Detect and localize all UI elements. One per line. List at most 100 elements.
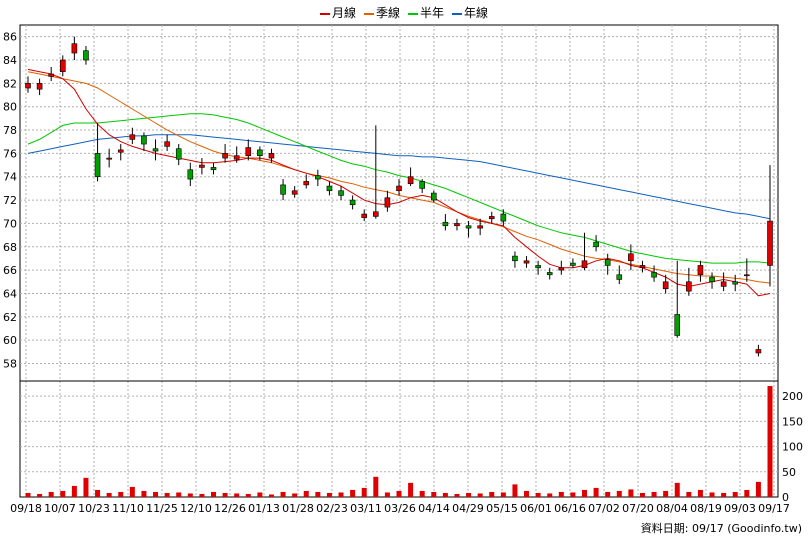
volume-bar — [25, 492, 31, 497]
price-tick-label: 68 — [3, 241, 17, 254]
volume-bar — [697, 489, 703, 497]
candle-body — [488, 216, 495, 220]
candle-body — [245, 147, 252, 157]
candle-body — [709, 276, 715, 283]
candle-body — [744, 274, 750, 277]
candle-body — [106, 157, 112, 160]
price-tick-label: 60 — [3, 334, 17, 347]
candle-body — [593, 241, 599, 248]
candle-body — [628, 253, 634, 262]
volume-bar — [48, 491, 54, 497]
price-tick-label: 78 — [3, 124, 17, 137]
volume-bar — [535, 492, 541, 497]
legend-item: 季線 — [363, 4, 400, 21]
volume-bar — [396, 490, 402, 497]
volume-bar — [257, 492, 263, 497]
volume-bar — [315, 491, 321, 497]
volume-bar — [176, 492, 182, 497]
volume-tick-label: 50 — [782, 466, 796, 479]
candle-body — [430, 192, 437, 201]
candle-body — [616, 274, 623, 280]
candle-body — [720, 281, 727, 287]
candle-body — [477, 225, 483, 229]
volume-bar — [431, 491, 437, 497]
volume-bar — [37, 493, 43, 497]
price-tick-label: 80 — [3, 101, 17, 114]
volume-bar — [234, 493, 240, 497]
volume-bar — [721, 492, 727, 497]
volume-bar — [199, 493, 205, 497]
candle-body — [338, 190, 344, 196]
volume-bar — [350, 489, 356, 497]
candle-body — [558, 267, 565, 271]
candle-body — [71, 43, 78, 54]
volume-bar — [268, 494, 274, 497]
x-tick-label: 04/29 — [452, 502, 484, 515]
volume-bar — [60, 490, 66, 497]
volume-bar — [141, 490, 147, 497]
candle-body — [141, 135, 147, 145]
volume-bar — [767, 386, 773, 497]
x-tick-label: 02/23 — [316, 502, 348, 515]
candle-body — [454, 223, 460, 227]
candle-body — [407, 176, 414, 185]
volume-bar — [755, 481, 761, 497]
candle-body — [48, 73, 54, 77]
volume-bar — [616, 490, 622, 497]
ma-year-line — [27, 134, 771, 220]
volume-bar — [512, 484, 518, 497]
volume-bar — [164, 492, 170, 497]
volume-bar — [153, 491, 159, 497]
candle-body — [36, 83, 43, 90]
volume-bar — [338, 492, 344, 497]
price-tick-label: 72 — [3, 194, 17, 207]
volume-bar — [129, 486, 135, 497]
volume-tick-label: 200 — [782, 390, 803, 403]
candle-body — [546, 272, 553, 276]
candle-body — [384, 197, 391, 208]
candle-body — [326, 185, 333, 192]
volume-bar — [71, 485, 77, 497]
plot-frame — [19, 24, 779, 498]
candle-body — [674, 314, 681, 336]
candle-body — [570, 262, 576, 266]
candle-body — [233, 155, 240, 160]
candle-body — [280, 184, 286, 195]
x-tick-label: 07/20 — [622, 502, 654, 515]
volume-bar — [605, 491, 611, 497]
volume-tick-label: 150 — [782, 415, 803, 428]
candle-body — [767, 220, 773, 266]
x-tick-label: 08/19 — [690, 502, 722, 515]
candle-body — [662, 281, 669, 290]
volume-bar — [663, 490, 669, 497]
candle-body — [187, 169, 194, 180]
volume-bar — [709, 492, 715, 497]
volume-bar — [651, 491, 657, 497]
candle-body — [152, 148, 159, 152]
x-tick-label: 11/25 — [146, 502, 178, 515]
x-tick-label: 04/14 — [418, 502, 450, 515]
candle-body — [129, 134, 136, 140]
volume-bar — [419, 490, 425, 497]
legend-label: 半年 — [420, 6, 445, 20]
ma-month-line — [27, 68, 771, 297]
legend-swatch — [452, 12, 463, 15]
candle-body — [315, 175, 321, 180]
candle-body — [361, 213, 368, 218]
legend-swatch — [319, 12, 330, 15]
x-tick-label: 09/18 — [10, 502, 42, 515]
volume-bar — [639, 492, 645, 497]
legend-label: 月線 — [331, 6, 356, 20]
candle-body — [349, 199, 356, 206]
candle-body — [465, 225, 472, 229]
candle-body — [523, 260, 530, 264]
x-tick-label: 09/03 — [724, 502, 756, 515]
x-tick-label: 12/10 — [180, 502, 212, 515]
legend-item: 半年 — [408, 4, 444, 21]
candle-body — [419, 181, 425, 189]
x-tick-label: 12/26 — [214, 502, 246, 515]
candle-body — [199, 164, 205, 168]
volume-bar — [373, 476, 379, 497]
volume-bar — [570, 492, 576, 497]
volume-bar — [547, 493, 553, 497]
